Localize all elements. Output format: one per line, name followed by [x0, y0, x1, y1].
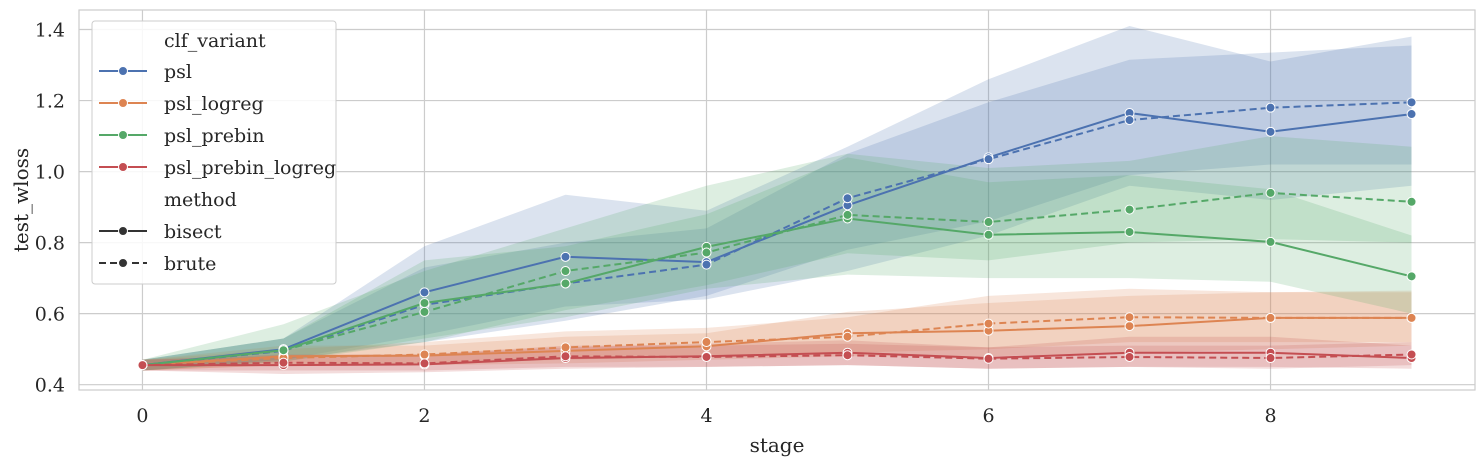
y-tick-label: 1.4 — [35, 20, 65, 42]
point-psl-prebin-bisect — [1406, 271, 1417, 282]
point-psl-prebin-logreg-brute — [419, 358, 430, 369]
x-tick-label: 8 — [1264, 405, 1276, 427]
legend-box — [91, 20, 337, 285]
x-tick-label: 0 — [136, 405, 148, 427]
point-psl-bisect — [1265, 126, 1276, 137]
point-psl-logreg-bisect — [1124, 321, 1135, 332]
tick-labels: 0 2 4 6 8 0.4 0.6 0.8 1.0 1.2 1.4 — [35, 20, 1277, 427]
point-psl-bisect — [419, 287, 430, 298]
series-lines — [142, 101, 1412, 367]
point-psl-bisect — [560, 251, 571, 262]
band-psl-logreg-brute — [142, 288, 1412, 371]
legend: clf_variant psl psl_logreg psl_prebin ps… — [91, 20, 337, 285]
legend-entry-psl: psl — [99, 61, 192, 83]
point-psl-prebin-logreg-brute — [842, 350, 853, 361]
point-psl-prebin-logreg-brute — [560, 351, 571, 362]
legend-label-brute: brute — [164, 253, 216, 275]
y-axis-label: test_wloss — [9, 148, 33, 252]
point-psl-logreg-brute — [701, 337, 712, 348]
legend-entry-psl-prebin: psl_prebin — [99, 125, 264, 147]
point-psl-prebin-brute — [1406, 196, 1417, 207]
y-tick-label: 0.4 — [35, 375, 65, 397]
point-psl-prebin-brute — [419, 306, 430, 317]
point-psl-brute — [1124, 115, 1135, 126]
point-psl-brute — [983, 154, 994, 165]
point-psl-prebin-logreg-brute — [1265, 353, 1276, 364]
line-psl-prebin-bisect — [142, 217, 1412, 367]
point-psl-prebin-logreg-brute — [701, 351, 712, 362]
x-tick-label: 2 — [418, 405, 430, 427]
legend-label-bisect: bisect — [164, 221, 222, 243]
y-tick-label: 0.8 — [35, 233, 65, 255]
point-psl-prebin-bisect — [1265, 236, 1276, 247]
band-psl-prebin-bisect — [142, 157, 1412, 371]
legend-entry-bisect: bisect — [99, 221, 222, 243]
line-psl-logreg-brute — [142, 316, 1412, 367]
point-psl-brute — [1265, 102, 1276, 113]
legend-label-psl-prebin: psl_prebin — [164, 125, 264, 147]
series-markers — [137, 97, 1417, 371]
point-psl-prebin-logreg-brute — [137, 360, 148, 371]
point-psl-prebin-logreg-brute — [278, 357, 289, 368]
legend-entry-brute: brute — [99, 253, 216, 275]
point-psl-bisect — [1406, 109, 1417, 120]
point-psl-logreg-brute — [1265, 312, 1276, 323]
legend-label-psl: psl — [164, 61, 192, 83]
y-tick-label: 0.6 — [35, 304, 65, 326]
point-psl-prebin-brute — [560, 266, 571, 277]
point-psl-prebin-bisect — [983, 229, 994, 240]
point-psl-logreg-brute — [1124, 312, 1135, 323]
legend-title-method: method — [164, 189, 237, 211]
point-psl-prebin-brute — [842, 209, 853, 220]
line-psl-prebin-logreg-bisect — [142, 351, 1412, 367]
point-psl-logreg-brute — [842, 331, 853, 342]
legend-entry-psl-logreg: psl_logreg — [99, 93, 264, 115]
band-psl-brute — [142, 45, 1412, 371]
point-psl-prebin-brute — [1265, 187, 1276, 198]
band-psl-prebin-brute — [142, 136, 1412, 371]
point-psl-logreg-brute — [419, 349, 430, 360]
point-psl-logreg-brute — [1406, 312, 1417, 323]
legend-label-psl-logreg: psl_logreg — [164, 93, 264, 115]
x-tick-label: 6 — [982, 405, 994, 427]
legend-title-clf-variant: clf_variant — [164, 30, 266, 52]
point-psl-prebin-brute — [701, 247, 712, 258]
point-psl-brute — [1406, 97, 1417, 108]
point-psl-prebin-logreg-brute — [1124, 351, 1135, 362]
point-psl-prebin-brute — [278, 345, 289, 356]
point-psl-logreg-brute — [983, 318, 994, 329]
point-psl-brute — [701, 259, 712, 270]
point-psl-prebin-bisect — [560, 278, 571, 289]
line-psl-prebin-brute — [142, 191, 1412, 367]
band-psl-logreg-bisect — [142, 292, 1412, 371]
point-psl-logreg-brute — [560, 342, 571, 353]
line-psl-prebin-logreg-brute — [142, 353, 1412, 367]
point-psl-prebin-brute — [1124, 204, 1135, 215]
point-psl-prebin-logreg-brute — [983, 353, 994, 364]
y-tick-label: 1.2 — [35, 91, 65, 113]
line-psl-brute — [142, 101, 1412, 367]
x-tick-label: 4 — [700, 405, 712, 427]
point-psl-prebin-bisect — [1124, 226, 1135, 237]
point-psl-prebin-bisect — [419, 297, 430, 308]
legend-label-psl-prebin-logreg: psl_prebin_logreg — [164, 157, 336, 179]
legend-entry-psl-prebin-logreg: psl_prebin_logreg — [99, 157, 336, 179]
y-tick-label: 1.0 — [35, 162, 65, 184]
point-psl-prebin-logreg-brute — [1406, 349, 1417, 360]
point-psl-prebin-brute — [983, 217, 994, 228]
point-psl-brute — [842, 193, 853, 204]
x-axis-label: stage — [750, 433, 805, 457]
plot-frame — [78, 9, 1476, 391]
